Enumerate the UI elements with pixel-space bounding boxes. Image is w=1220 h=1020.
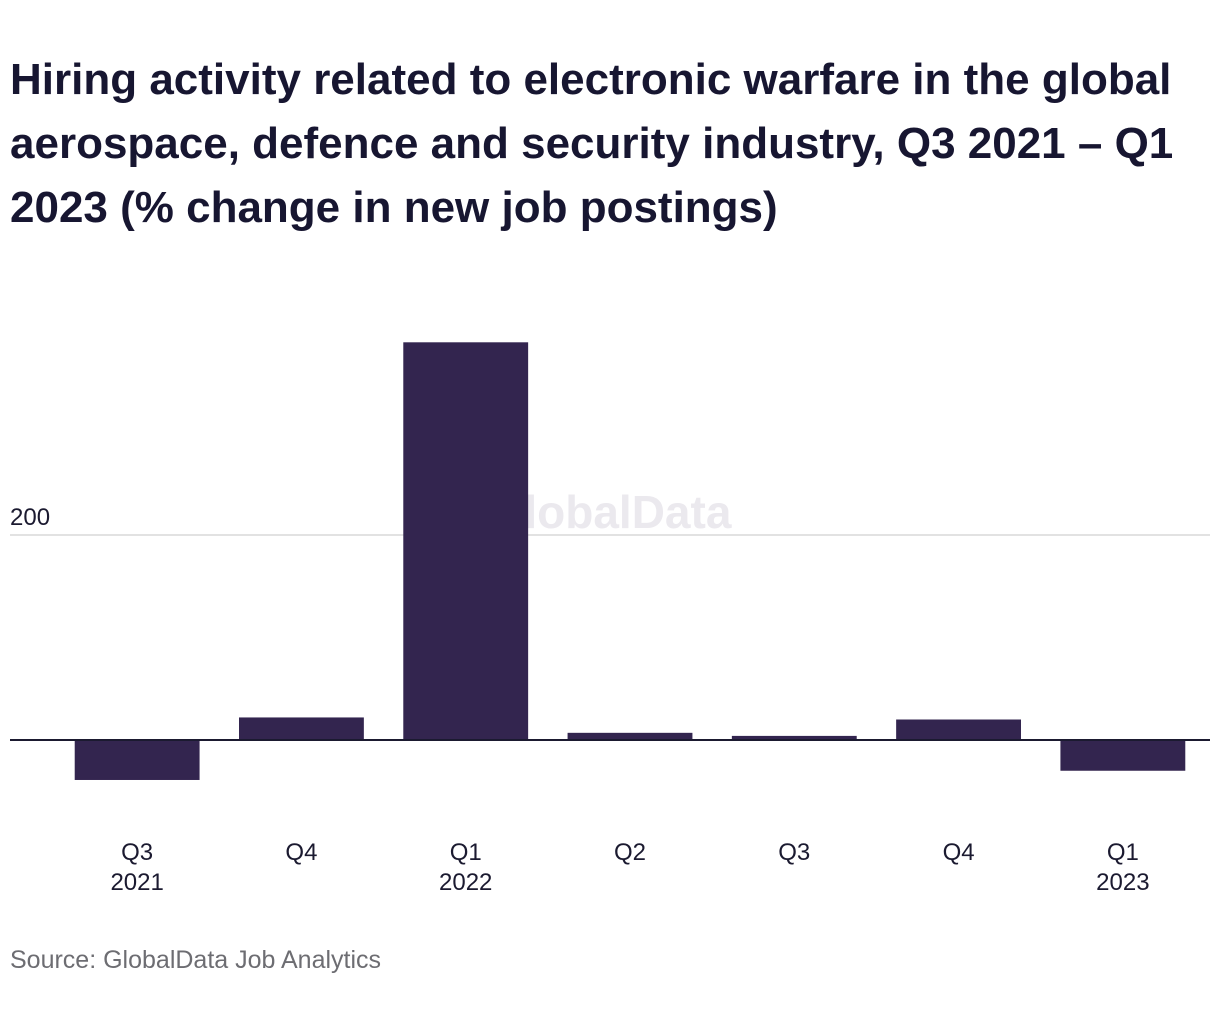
x-tick-label-quarter: Q1 [450,839,482,866]
x-tick-label-year: 2021 [110,869,163,896]
grid-layer: 200 [10,504,1210,536]
x-tick-label-quarter: Q4 [285,839,317,866]
bar-1 [74,740,200,780]
bar-7 [1060,740,1186,771]
x-axis-labels: Q3 2021 Q4 Q1 2022 Q2 Q3 Q4 Q1 2023 [110,839,1149,896]
source-note: Source: GlobalData Job Analytics [10,946,382,974]
y-tick-label-200: 200 [10,504,50,531]
x-tick-label-quarter: Q2 [614,839,646,866]
bar-3 [403,342,529,740]
x-tick-label-quarter: Q1 [1107,839,1139,866]
bar-6 [896,719,1021,740]
bar-2 [239,717,364,740]
x-tick-label-year: 2023 [1096,869,1149,896]
chart-title: Hiring activity related to electronic wa… [10,55,1174,232]
bars [74,342,1186,780]
x-tick-label-year: 2022 [439,869,492,896]
bar-4 [567,732,693,740]
x-tick-label-quarter: Q4 [943,839,975,866]
bar-5 [731,735,857,740]
x-tick-label-quarter: Q3 [121,839,153,866]
watermark-text: GlobalData [489,486,732,538]
x-tick-label-quarter: Q3 [778,839,810,866]
